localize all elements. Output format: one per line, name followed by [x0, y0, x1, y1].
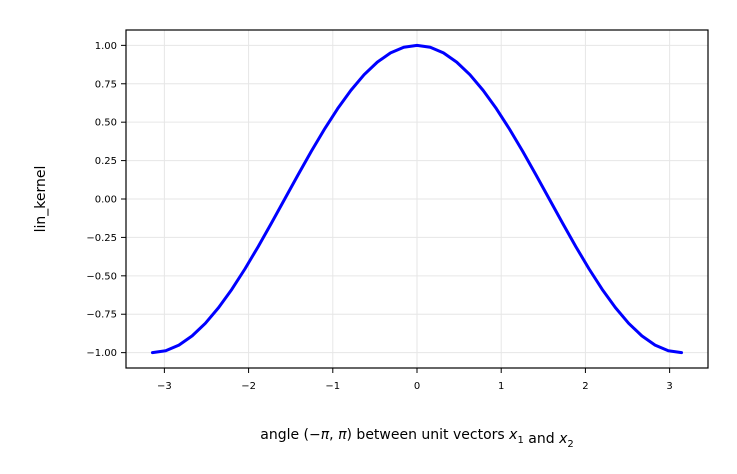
- y-axis-ticks: 1.00 0.75 0.50 0.25 0.00 −0.25 −0.50 −0.75 −1.00: [86, 41, 126, 359]
- y-tick-label: −0.50: [86, 271, 117, 282]
- y-tick-label: −0.25: [86, 233, 117, 244]
- y-tick-label: 1.00: [95, 41, 117, 52]
- x-tick-label: 0: [414, 381, 420, 392]
- x-tick-label: 1: [498, 381, 504, 392]
- y-tick-label: 0.25: [95, 156, 117, 167]
- y-tick-label: 0.00: [95, 195, 117, 206]
- x-tick-label: −1: [325, 381, 340, 392]
- x-tick-label: −3: [157, 381, 172, 392]
- x-tick-label: 2: [582, 381, 588, 392]
- x-tick-label: −2: [241, 381, 256, 392]
- y-tick-label: −1.00: [86, 348, 117, 359]
- x-axis-label: angle (−π, π) between unit vectors x1 an…: [260, 427, 574, 450]
- y-tick-label: 0.75: [95, 79, 117, 90]
- plot-lines: [150, 43, 684, 355]
- y-axis-label: lin_kernel: [33, 166, 49, 233]
- grid: [126, 30, 708, 368]
- x-axis-ticks: −3 −2 −1 0 1 2 3: [157, 368, 673, 392]
- series-line: [150, 43, 684, 355]
- y-tick-label: 0.50: [95, 118, 117, 129]
- x-tick-label: 3: [666, 381, 672, 392]
- y-tick-label: −0.75: [86, 310, 117, 321]
